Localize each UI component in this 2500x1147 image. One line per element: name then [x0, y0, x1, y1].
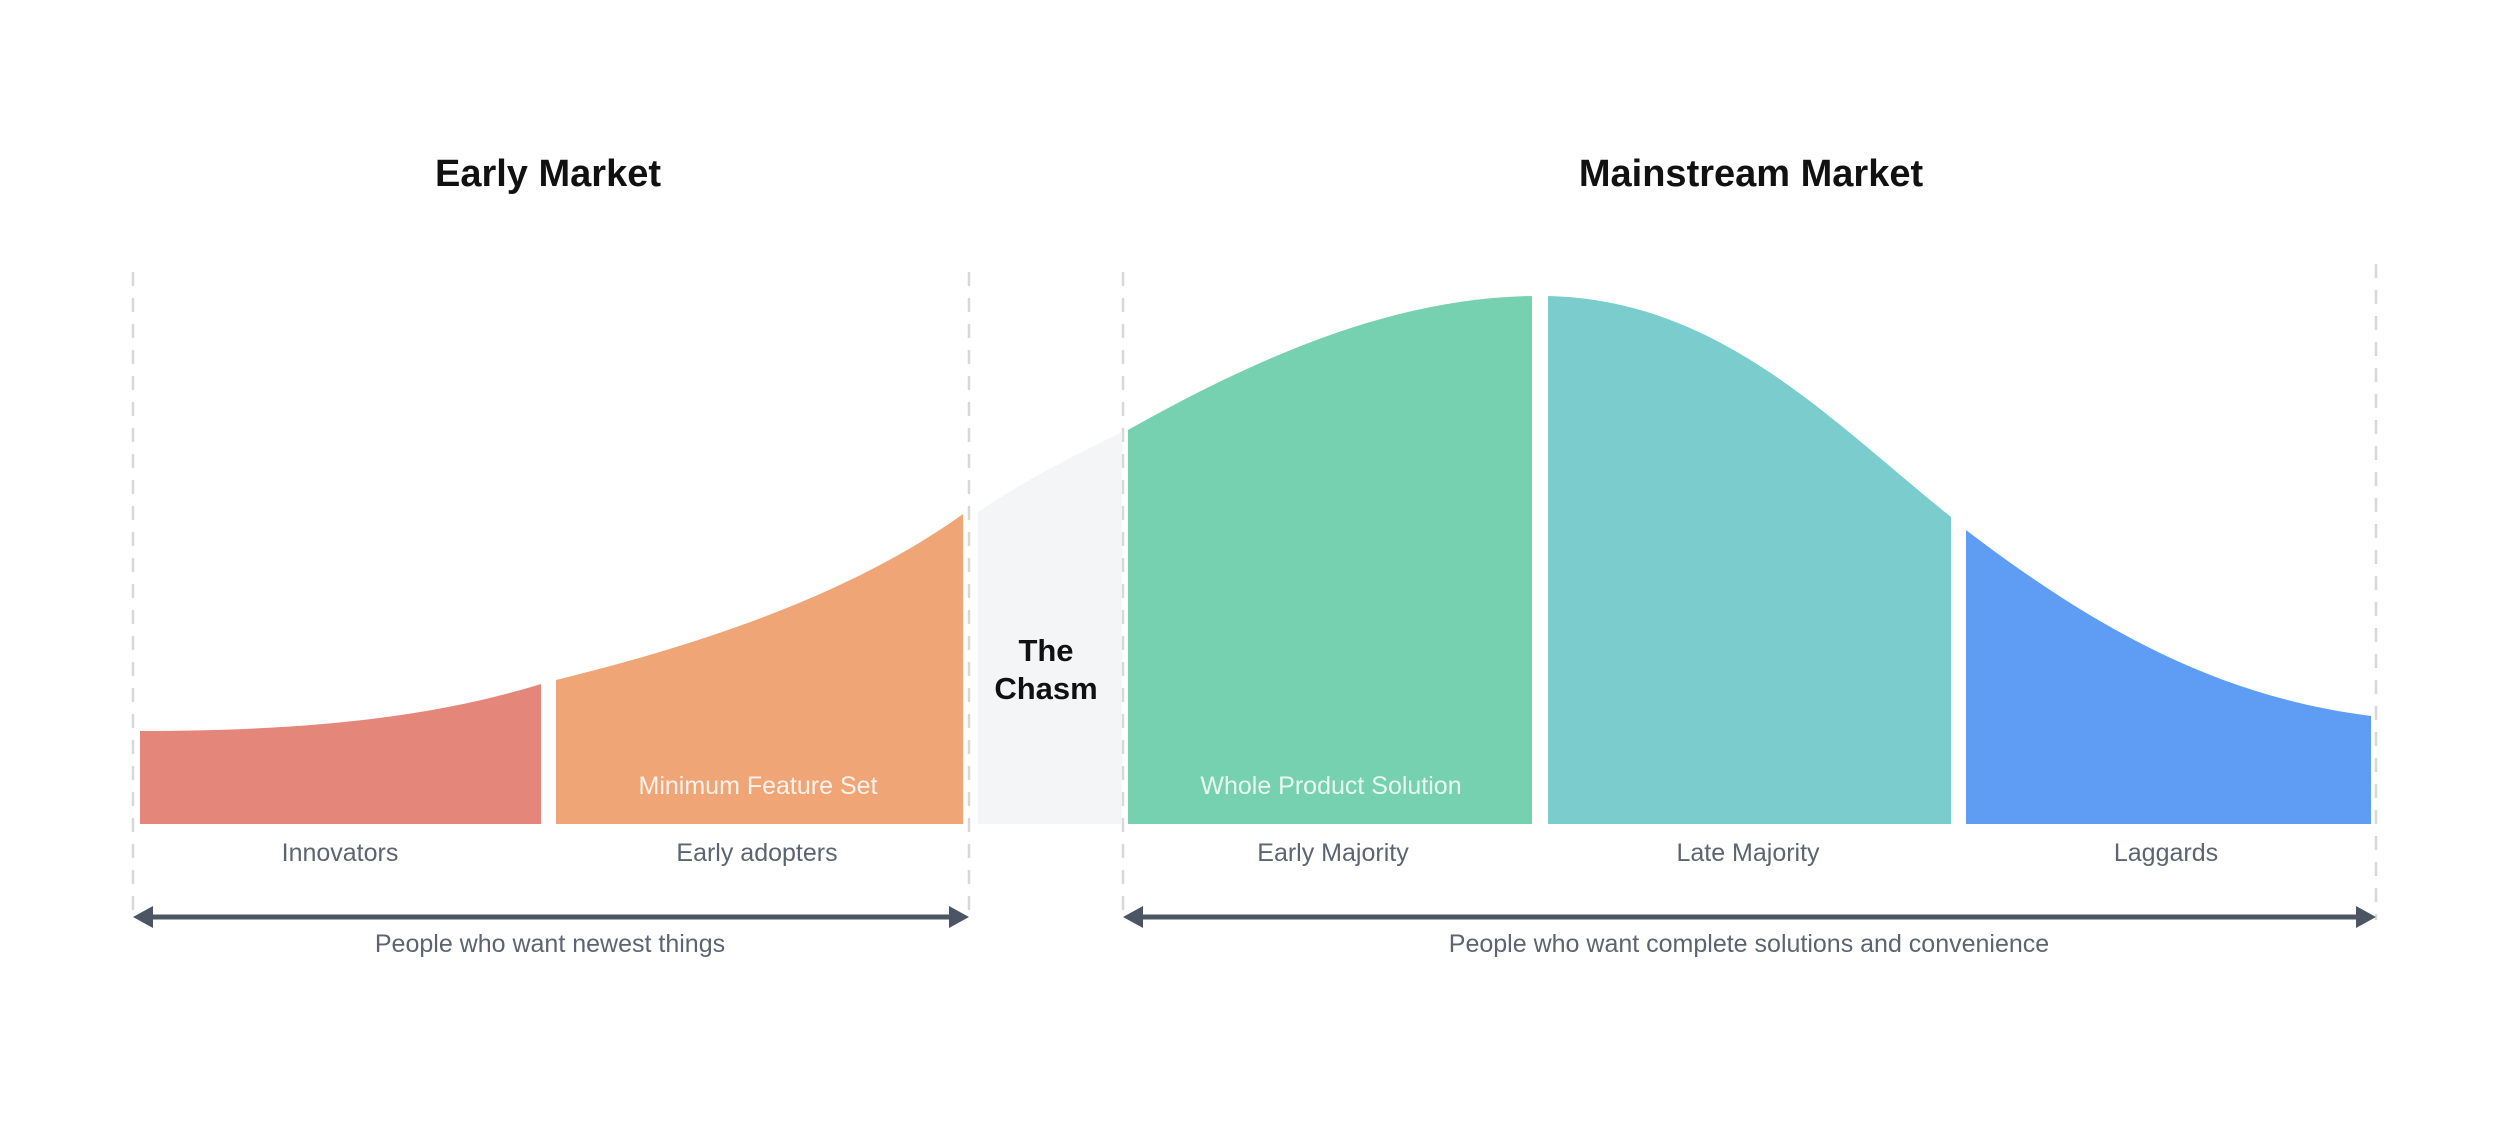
segment-label-early-adopters: Early adopters	[676, 839, 837, 867]
mainstream-market-note: People who want complete solutions and c…	[1449, 930, 2049, 958]
early-market-note: People who want newest things	[375, 930, 725, 958]
early-market-title: Early Market	[435, 153, 661, 195]
chasm-label-line2: Chasm	[994, 671, 1097, 706]
mainstream-market-title: Mainstream Market	[1579, 153, 1924, 195]
whole-product-solution-label: Whole Product Solution	[1200, 772, 1461, 800]
segment-innovators	[140, 684, 541, 824]
early-market-range-arrow	[133, 906, 969, 928]
segment-early-adopters	[556, 514, 963, 824]
segment-laggards	[1966, 530, 2371, 824]
segment-late-majority	[1548, 296, 1951, 824]
minimum-feature-set-label: Minimum Feature Set	[639, 772, 878, 800]
mainstream-market-range-arrow	[1123, 906, 2376, 928]
segment-early-majority	[1128, 296, 1532, 824]
segment-label-laggards: Laggards	[2114, 839, 2218, 867]
chasm-label-line1: The	[1018, 633, 1073, 668]
segment-label-innovators: Innovators	[282, 839, 399, 867]
segment-label-early-majority: Early Majority	[1257, 839, 1409, 867]
segment-label-late-majority: Late Majority	[1676, 839, 1820, 867]
chasm-gap	[978, 432, 1122, 824]
